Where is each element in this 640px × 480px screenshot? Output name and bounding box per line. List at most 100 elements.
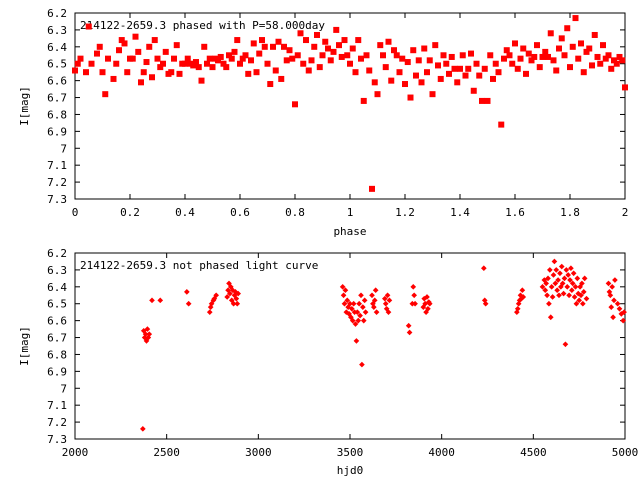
phased-data-point [305, 67, 312, 74]
phased-data-point [74, 60, 81, 67]
phased-y-tick-label: 7 [60, 142, 67, 155]
unphased-y-tick-label: 6.9 [47, 365, 67, 378]
phased-data-point [118, 37, 125, 44]
phased-data-point [286, 47, 293, 54]
phased-data-point [146, 43, 153, 50]
unphased-data-point [350, 300, 357, 307]
phased-data-point [580, 69, 587, 76]
unphased-data-point [569, 280, 576, 287]
phased-data-point [602, 55, 609, 62]
unphased-data-point [354, 309, 361, 316]
unphased-data-point [565, 272, 571, 278]
phased-data-point [336, 42, 342, 49]
phased-y-tick-label: 7.2 [47, 176, 67, 189]
phased-data-point [435, 62, 441, 69]
phased-data-point [154, 55, 161, 62]
phased-data-point [457, 65, 463, 72]
phased-data-point [116, 47, 122, 54]
phased-x-tick-label: 0.4 [175, 206, 195, 219]
unphased-data-point [405, 322, 412, 329]
phased-data-point [360, 97, 367, 104]
phased-data-point [393, 52, 400, 59]
phased-data-point [418, 79, 425, 86]
phased-data-point [157, 64, 164, 71]
phased-data-point [575, 55, 582, 62]
phased-plot: 214122-2659.3 phased with P=58.000day ph… [18, 7, 628, 238]
phased-data-point [358, 55, 364, 62]
phased-data-point [437, 75, 444, 82]
phased-data-point [237, 60, 243, 67]
phased-data-point [209, 64, 216, 71]
phased-data-point [564, 25, 571, 32]
unphased-data-point [356, 300, 362, 307]
unphased-data-point [539, 283, 546, 290]
unphased-data-point [556, 292, 562, 299]
unphased-y-tick-label: 7 [60, 382, 67, 395]
phased-data-point [451, 65, 458, 72]
unphased-data-point [140, 426, 146, 432]
unphased-data-point [560, 290, 567, 297]
phased-y-axis-label: I[mag] [18, 86, 31, 126]
unphased-data-point [482, 300, 489, 307]
phased-x-tick-label: 1.2 [395, 206, 415, 219]
unphased-data-point [569, 287, 575, 294]
phased-data-point [391, 47, 397, 54]
unphased-data-point [570, 270, 577, 277]
phased-data-point [149, 74, 155, 81]
unphased-plot: 214122-2659.3 not phased light curve hjd… [18, 247, 638, 477]
unphased-data-point [580, 300, 586, 307]
unphased-x-tick-label: 4500 [520, 446, 547, 459]
phased-data-point [462, 72, 469, 79]
phased-data-point [344, 52, 351, 59]
unphased-y-tick-label: 7.3 [47, 433, 67, 446]
phased-x-tick-label: 1 [347, 206, 354, 219]
phased-data-point [242, 52, 249, 59]
phased-data-point [432, 42, 439, 49]
phased-data-point [173, 42, 180, 49]
phased-data-point [586, 45, 593, 52]
phased-data-point [176, 70, 183, 77]
unphased-data-point [553, 267, 560, 273]
phased-data-point [261, 43, 268, 50]
phased-data-point [512, 40, 518, 47]
phased-data-point [96, 43, 103, 50]
phased-data-point [484, 97, 491, 104]
phased-data-point [498, 121, 505, 128]
phased-data-point [465, 65, 472, 72]
unphased-data-point [410, 283, 417, 290]
unphased-data-point [581, 275, 588, 282]
phased-data-point [594, 53, 601, 60]
unphased-data-point [559, 280, 566, 287]
unphased-data-point [578, 292, 584, 299]
unphased-x-tick-label: 4000 [428, 446, 455, 459]
phased-data-point [509, 60, 516, 67]
phased-data-point [622, 84, 628, 91]
phased-data-point [492, 60, 499, 67]
phased-data-point [415, 57, 422, 64]
unphased-data-point [555, 277, 561, 283]
phased-data-point [259, 37, 265, 44]
phased-data-point [547, 30, 554, 37]
phased-data-point [162, 48, 169, 55]
phased-data-point [138, 79, 144, 86]
unphased-data-point [382, 295, 388, 302]
unphased-ticks: 2000 2500 3000 3500 4000 4500 5000 6.2 6.3 6.4 6.5… [47, 247, 638, 459]
phased-data-point [124, 69, 131, 76]
unphased-data-point [564, 283, 571, 290]
unphased-data-point [605, 280, 612, 287]
unphased-data-point [412, 300, 418, 307]
phased-data-point [399, 55, 406, 62]
unphased-plot-title: 214122-2659.3 not phased light curve [80, 259, 318, 272]
phased-data-point [206, 55, 213, 62]
phased-data-point [226, 52, 232, 59]
unphased-data-point [227, 290, 233, 297]
phased-x-tick-label: 0.6 [230, 206, 250, 219]
phased-data-point [239, 55, 246, 62]
phased-data-point [250, 40, 257, 47]
unphased-data-point [373, 309, 380, 316]
unphased-data-point [233, 295, 240, 302]
unphased-x-tick-label: 3500 [337, 446, 364, 459]
phased-data-point [77, 55, 84, 62]
phased-data-point [143, 59, 150, 66]
